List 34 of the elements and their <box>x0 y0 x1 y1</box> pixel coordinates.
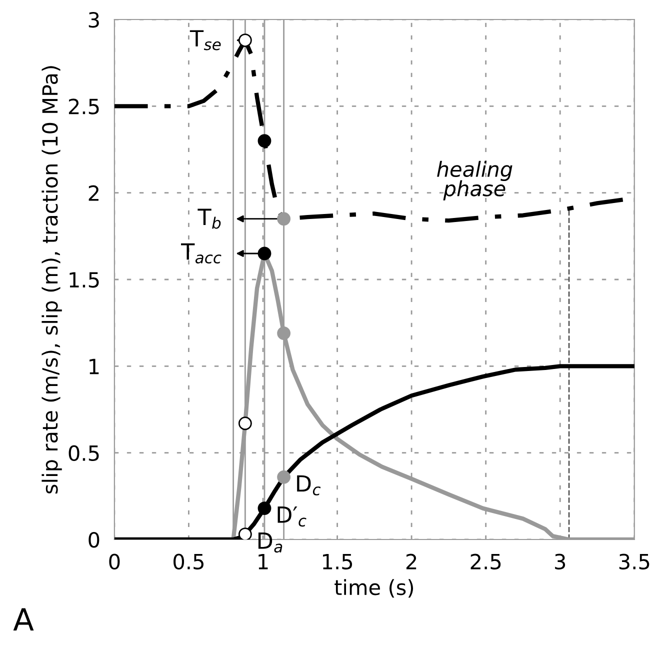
x-tick-label: 1 <box>258 554 268 570</box>
y-tick-label: 2 <box>88 185 98 201</box>
annotation: T$_{acc}$ <box>181 243 222 264</box>
y-tick-label: 2.5 <box>68 98 99 114</box>
y-tick-label: 0.5 <box>68 445 99 462</box>
x-tick-label: 2 <box>406 554 416 570</box>
y-tick-label: 1 <box>90 358 99 374</box>
text: A <box>13 608 34 630</box>
annotation: D′$_{c}$ <box>278 506 306 527</box>
annotation: T$_{se}$ <box>190 30 221 50</box>
point <box>277 212 291 226</box>
point <box>238 528 252 540</box>
x-tick-label: 2.5 <box>470 554 501 570</box>
point <box>258 134 272 148</box>
annotation: D$_{c}$ <box>297 475 321 496</box>
x-tick-label: 3.5 <box>619 554 650 570</box>
annotation: D$_{a}$ <box>258 532 282 553</box>
y-tick-label: 1.5 <box>70 272 99 288</box>
point <box>277 470 291 484</box>
x-axis-title: time (s) <box>334 579 414 598</box>
x-tick-label: 0 <box>109 554 120 570</box>
point <box>238 34 252 48</box>
y-tick-label: 3 <box>88 12 99 28</box>
annotation: healing phase <box>437 160 512 200</box>
point <box>258 246 272 260</box>
point <box>277 326 291 340</box>
point <box>238 416 252 430</box>
x-tick-label: 3 <box>555 554 566 570</box>
point <box>258 502 272 516</box>
y-axis-title: slip rate (m/s), slip (m), traction (10 MPa) <box>42 66 62 494</box>
y-tick-label: 0 <box>88 532 100 548</box>
x-tick-label: 1.5 <box>323 554 352 570</box>
annotation: T$_{b}$ <box>198 208 221 229</box>
x-tick-label: 0.5 <box>174 554 204 570</box>
